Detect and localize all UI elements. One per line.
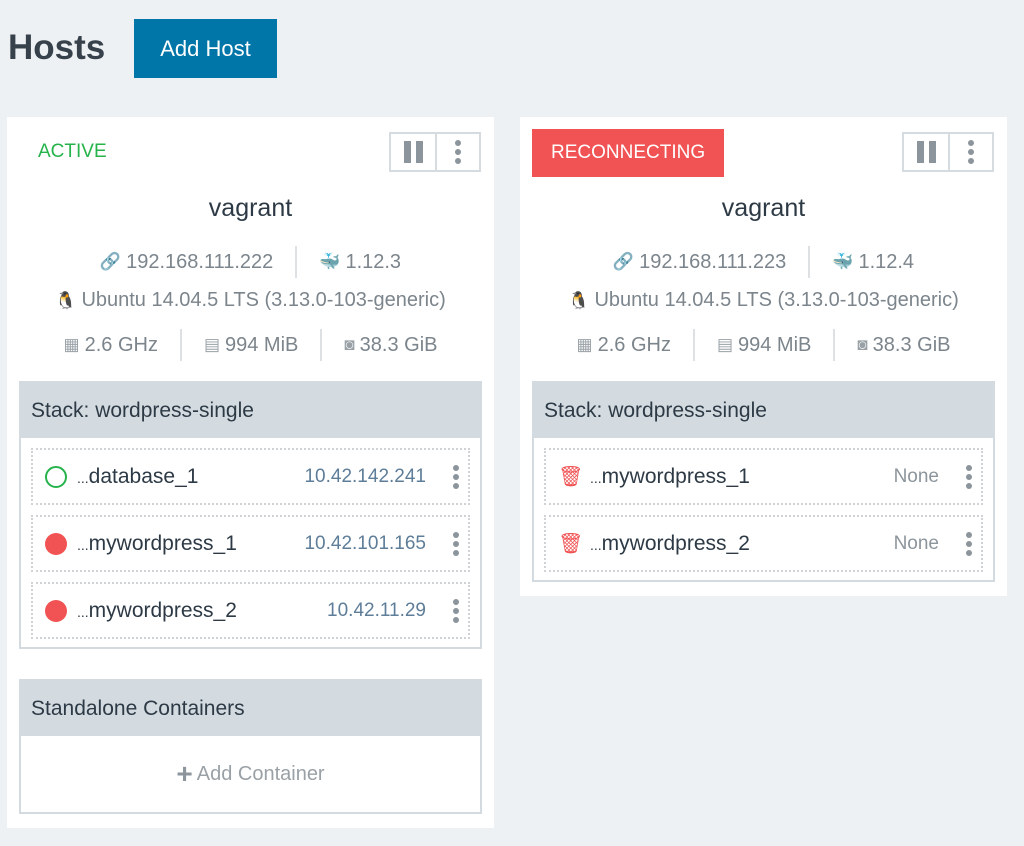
container-name-link[interactable]: ...mywordpress_1 [77,531,237,555]
link-icon: 🔗 [612,252,635,271]
host-cpu: 2.6 GHz [84,333,158,356]
host-card: ACTIVE vagrant 🔗 192.168.111.222 🐳 1.12.3 🐧… [7,117,494,828]
container-ip: None [893,532,939,554]
docker-icon: 🐳 [832,252,854,271]
linux-icon: 🐧 [55,290,77,310]
link-icon: 🔗 [99,252,122,271]
memory-icon: ▤ [716,335,733,354]
pause-button[interactable] [904,134,948,170]
host-name[interactable]: vagrant [721,194,806,222]
container-name-link[interactable]: ...mywordpress_2 [77,598,237,622]
host-menu-button[interactable] [435,134,479,170]
host-cpu: 2.6 GHz [597,333,671,356]
container-row[interactable]: ...mywordpress_2 10.42.11.29 [31,582,470,639]
standalone-header: Standalone Containers [21,681,480,736]
kebab-icon [455,140,461,164]
docker-version: 1.12.3 [345,250,402,273]
host-os: Ubuntu 14.04.5 LTS (3.13.0-103-generic) [81,289,446,311]
container-menu-icon[interactable] [453,531,459,556]
plus-icon: + [176,758,193,789]
container-name-link[interactable]: ...mywordpress_1 [590,464,750,488]
container-name-link[interactable]: ...mywordpress_2 [590,531,750,555]
memory-icon: ▤ [203,335,220,354]
host-status-badge: RECONNECTING [532,129,725,177]
container-menu-icon[interactable] [453,464,459,489]
host-ip: 192.168.111.223 [639,250,787,273]
stack-section: Stack: wordpress-single 🗑 ...mywordpress_1… [532,381,995,582]
pause-icon [916,141,936,163]
container-row[interactable]: 🗑 ...mywordpress_1 None [544,448,983,505]
host-memory: 994 MiB [738,333,812,356]
trash-icon: 🗑 [558,466,584,488]
host-status-badge: ACTIVE [38,141,107,162]
cpu-icon: ▦ [576,335,593,354]
docker-icon: 🐳 [319,252,341,271]
add-host-button[interactable]: Add Host [134,19,277,78]
container-name[interactable]: mywordpress_2 [88,598,237,622]
host-ip: 192.168.111.222 [126,250,274,273]
stopped-status-icon [45,599,67,622]
trash-icon: 🗑 [558,533,584,555]
container-name[interactable]: database_1 [88,464,199,488]
container-ip: None [893,465,939,487]
container-row[interactable]: 🗑 ...mywordpress_2 None [544,515,983,572]
host-memory: 994 MiB [225,333,299,356]
page-title: Hosts [8,28,106,67]
container-menu-icon[interactable] [453,598,459,623]
disk-icon: ◙ [344,335,355,354]
container-row[interactable]: ...mywordpress_1 10.42.101.165 [31,515,470,572]
host-menu-button[interactable] [948,134,992,170]
host-os: Ubuntu 14.04.5 LTS (3.13.0-103-generic) [594,289,959,311]
container-name-link[interactable]: ...database_1 [77,464,199,488]
stack-section: Stack: wordpress-single ...database_1 10.4… [19,381,482,649]
cpu-icon: ▦ [63,335,80,354]
container-menu-icon[interactable] [966,531,972,556]
kebab-icon [968,140,974,164]
host-card: RECONNECTING vagrant 🔗 192.168.111.223 🐳 1.… [520,117,1007,596]
stopped-status-icon [45,532,67,555]
container-ip: 10.42.142.241 [304,465,426,487]
standalone-containers-section: Standalone Containers + Add Container [19,679,482,814]
container-name[interactable]: mywordpress_1 [88,531,237,555]
container-ip: 10.42.101.165 [304,532,426,554]
pause-icon [403,141,423,163]
pause-button[interactable] [391,134,435,170]
container-row[interactable]: ...database_1 10.42.142.241 [31,448,470,505]
host-storage: 38.3 GiB [359,333,438,356]
container-name[interactable]: mywordpress_1 [601,464,750,488]
linux-icon: 🐧 [568,290,590,310]
disk-icon: ◙ [857,335,868,354]
host-name[interactable]: vagrant [208,194,293,222]
add-container-button[interactable]: + Add Container [176,758,325,789]
container-name[interactable]: mywordpress_2 [601,531,750,555]
container-ip: 10.42.11.29 [327,599,426,621]
docker-version: 1.12.4 [858,250,915,273]
host-storage: 38.3 GiB [872,333,951,356]
running-status-icon [45,465,67,488]
container-menu-icon[interactable] [966,464,972,489]
stack-header[interactable]: Stack: wordpress-single [21,383,480,438]
stack-header[interactable]: Stack: wordpress-single [534,383,993,438]
